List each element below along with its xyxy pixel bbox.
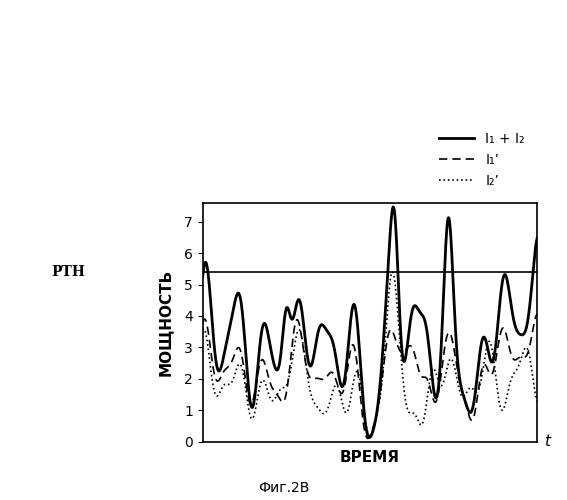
I₁ + I₂ bbox=[199, 274, 206, 280]
Y-axis label: МОЩНОСТЬ: МОЩНОСТЬ bbox=[158, 268, 173, 376]
I₁ + I₂ bbox=[430, 382, 437, 388]
I₁ + I₂ bbox=[234, 292, 240, 298]
Line: I₁’: I₁’ bbox=[202, 314, 537, 438]
I₂’ bbox=[461, 393, 468, 399]
I₁’ bbox=[534, 312, 540, 318]
I₁ + I₂ bbox=[534, 235, 540, 241]
I₂’ bbox=[335, 384, 341, 390]
Line: I₁ + I₂: I₁ + I₂ bbox=[202, 207, 537, 438]
I₁’ bbox=[335, 384, 341, 390]
Text: Фиг.2В: Фиг.2В bbox=[258, 481, 309, 495]
I₁ + I₂ bbox=[390, 204, 397, 210]
I₂’ bbox=[467, 385, 473, 391]
I₁’ bbox=[199, 320, 206, 326]
I₂’ bbox=[366, 433, 373, 439]
I₂’ bbox=[534, 398, 540, 404]
I₁’ bbox=[460, 394, 467, 400]
I₂’ bbox=[234, 366, 240, 372]
I₁’ bbox=[467, 415, 473, 421]
I₂’ bbox=[199, 328, 206, 334]
I₂’ bbox=[389, 269, 396, 275]
I₂’ bbox=[430, 366, 437, 372]
Text: PТН: PТН bbox=[52, 265, 86, 279]
I₁’ bbox=[429, 395, 436, 401]
Text: t: t bbox=[544, 434, 550, 449]
I₁’ bbox=[365, 436, 371, 442]
X-axis label: ВРЕМЯ: ВРЕМЯ bbox=[340, 450, 400, 465]
Legend: I₁ + I₂, I₁’, I₂’: I₁ + I₂, I₁’, I₂’ bbox=[434, 126, 530, 193]
I₁’ bbox=[346, 350, 353, 356]
Line: I₂’: I₂’ bbox=[202, 272, 537, 436]
I₁ + I₂ bbox=[461, 396, 468, 402]
I₁ + I₂ bbox=[346, 324, 353, 330]
I₁’ bbox=[234, 346, 240, 352]
I₁ + I₂ bbox=[366, 434, 373, 440]
I₂’ bbox=[346, 398, 353, 404]
I₁ + I₂ bbox=[335, 368, 341, 374]
I₁ + I₂ bbox=[467, 410, 473, 416]
